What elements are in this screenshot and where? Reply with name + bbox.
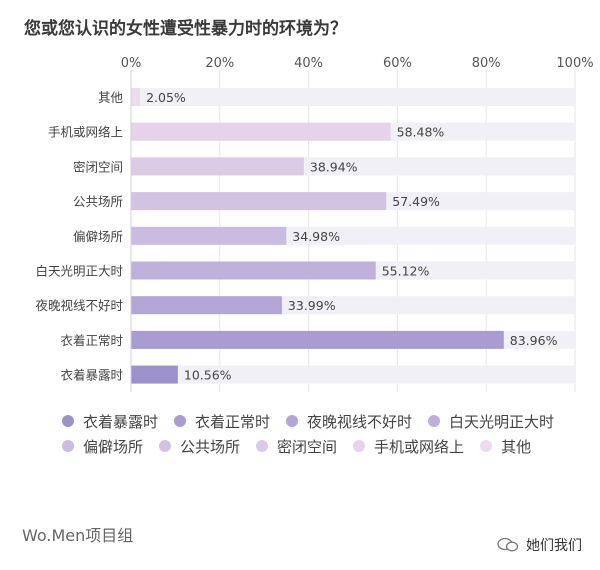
legend-item: 手机或网络上 [353,435,464,457]
legend-label: 夜晚视线不好时 [307,412,413,431]
x-tick-label: 0% [121,56,142,71]
category-label: 夜晚视线不好时 [35,298,123,313]
legend-item: 密闭空间 [256,435,337,457]
legend-swatch [256,440,269,452]
legend-label: 白天光明正大时 [449,412,555,431]
x-tick-label: 40% [294,56,323,71]
category-label: 白天光明正大时 [35,264,123,279]
data-label: 57.49% [392,194,440,209]
bar [131,330,504,349]
x-tick-label: 60% [383,56,412,71]
wechat-icon [497,538,519,552]
legend-swatch [353,440,366,452]
legend-label: 密闭空间 [277,437,338,456]
legend-label: 偏僻场所 [83,437,144,456]
legend-item: 衣着正常时 [174,410,270,432]
legend-item: 公共场所 [159,435,240,457]
bar [131,261,376,280]
bar [131,88,141,106]
legend-swatch [174,415,187,427]
bar-track [131,365,575,384]
bar [131,157,304,176]
legend-item: 夜晚视线不好时 [286,410,412,432]
data-label: 58.48% [397,125,445,140]
data-label: 55.12% [382,264,430,279]
source-label: Wo.Men项目组 [22,526,134,545]
category-label: 密闭空间 [73,159,123,174]
legend-item: 白天光明正大时 [428,410,554,432]
x-tick-label: 80% [472,56,501,71]
legend-swatch [428,415,441,427]
data-label: 33.99% [288,298,336,313]
category-label: 衣着正常时 [60,333,123,348]
data-label: 38.94% [310,159,358,174]
legend-swatch [62,415,74,427]
bar [131,192,387,211]
chart-title: 您或您认识的女性遭受性暴力时的环境为？ [24,19,347,39]
legend-item: 其他 [480,435,531,457]
legend-label: 手机或网络上 [374,437,465,456]
x-tick-label: 100% [556,56,593,71]
legend-swatch [62,440,74,452]
legend-label: 衣着正常时 [195,412,271,431]
legend-swatch [159,440,172,452]
account-badge: 她们我们 [497,535,582,555]
category-label: 其他 [98,90,124,105]
data-label: 34.98% [292,229,340,244]
bar [131,365,178,384]
account-name: 她们我们 [526,538,582,554]
bar [131,122,391,141]
legend-label: 公共场所 [180,437,241,456]
category-label: 偏僻场所 [73,229,123,244]
legend-item: 偏僻场所 [62,435,143,457]
bar-track [131,88,575,106]
legend-label: 其他 [501,437,532,456]
category-label: 公共场所 [73,194,123,209]
chart-legend: 衣着暴露时 衣着正常时 夜晚视线不好时 白天光明正大时偏僻场所 公共场所 密闭空间 手机或网… [62,410,582,457]
x-tick-label: 20% [205,56,234,71]
legend-label: 衣着暴露时 [83,412,159,431]
category-label: 手机或网络上 [48,125,123,140]
bar [131,226,287,245]
data-label: 10.56% [184,368,232,383]
legend-swatch [286,415,299,427]
bar [131,296,282,315]
bar-chart: 0% 20% 40% 60% 80% 100% 其他 2.05% 手机或网络上 58.48% 密闭空… [35,56,594,392]
category-label: 衣着暴露时 [60,368,123,383]
data-label: 83.96% [510,333,558,348]
data-label: 2.05% [146,90,186,105]
legend-item: 衣着暴露时 [62,410,158,432]
legend-swatch [480,440,493,452]
